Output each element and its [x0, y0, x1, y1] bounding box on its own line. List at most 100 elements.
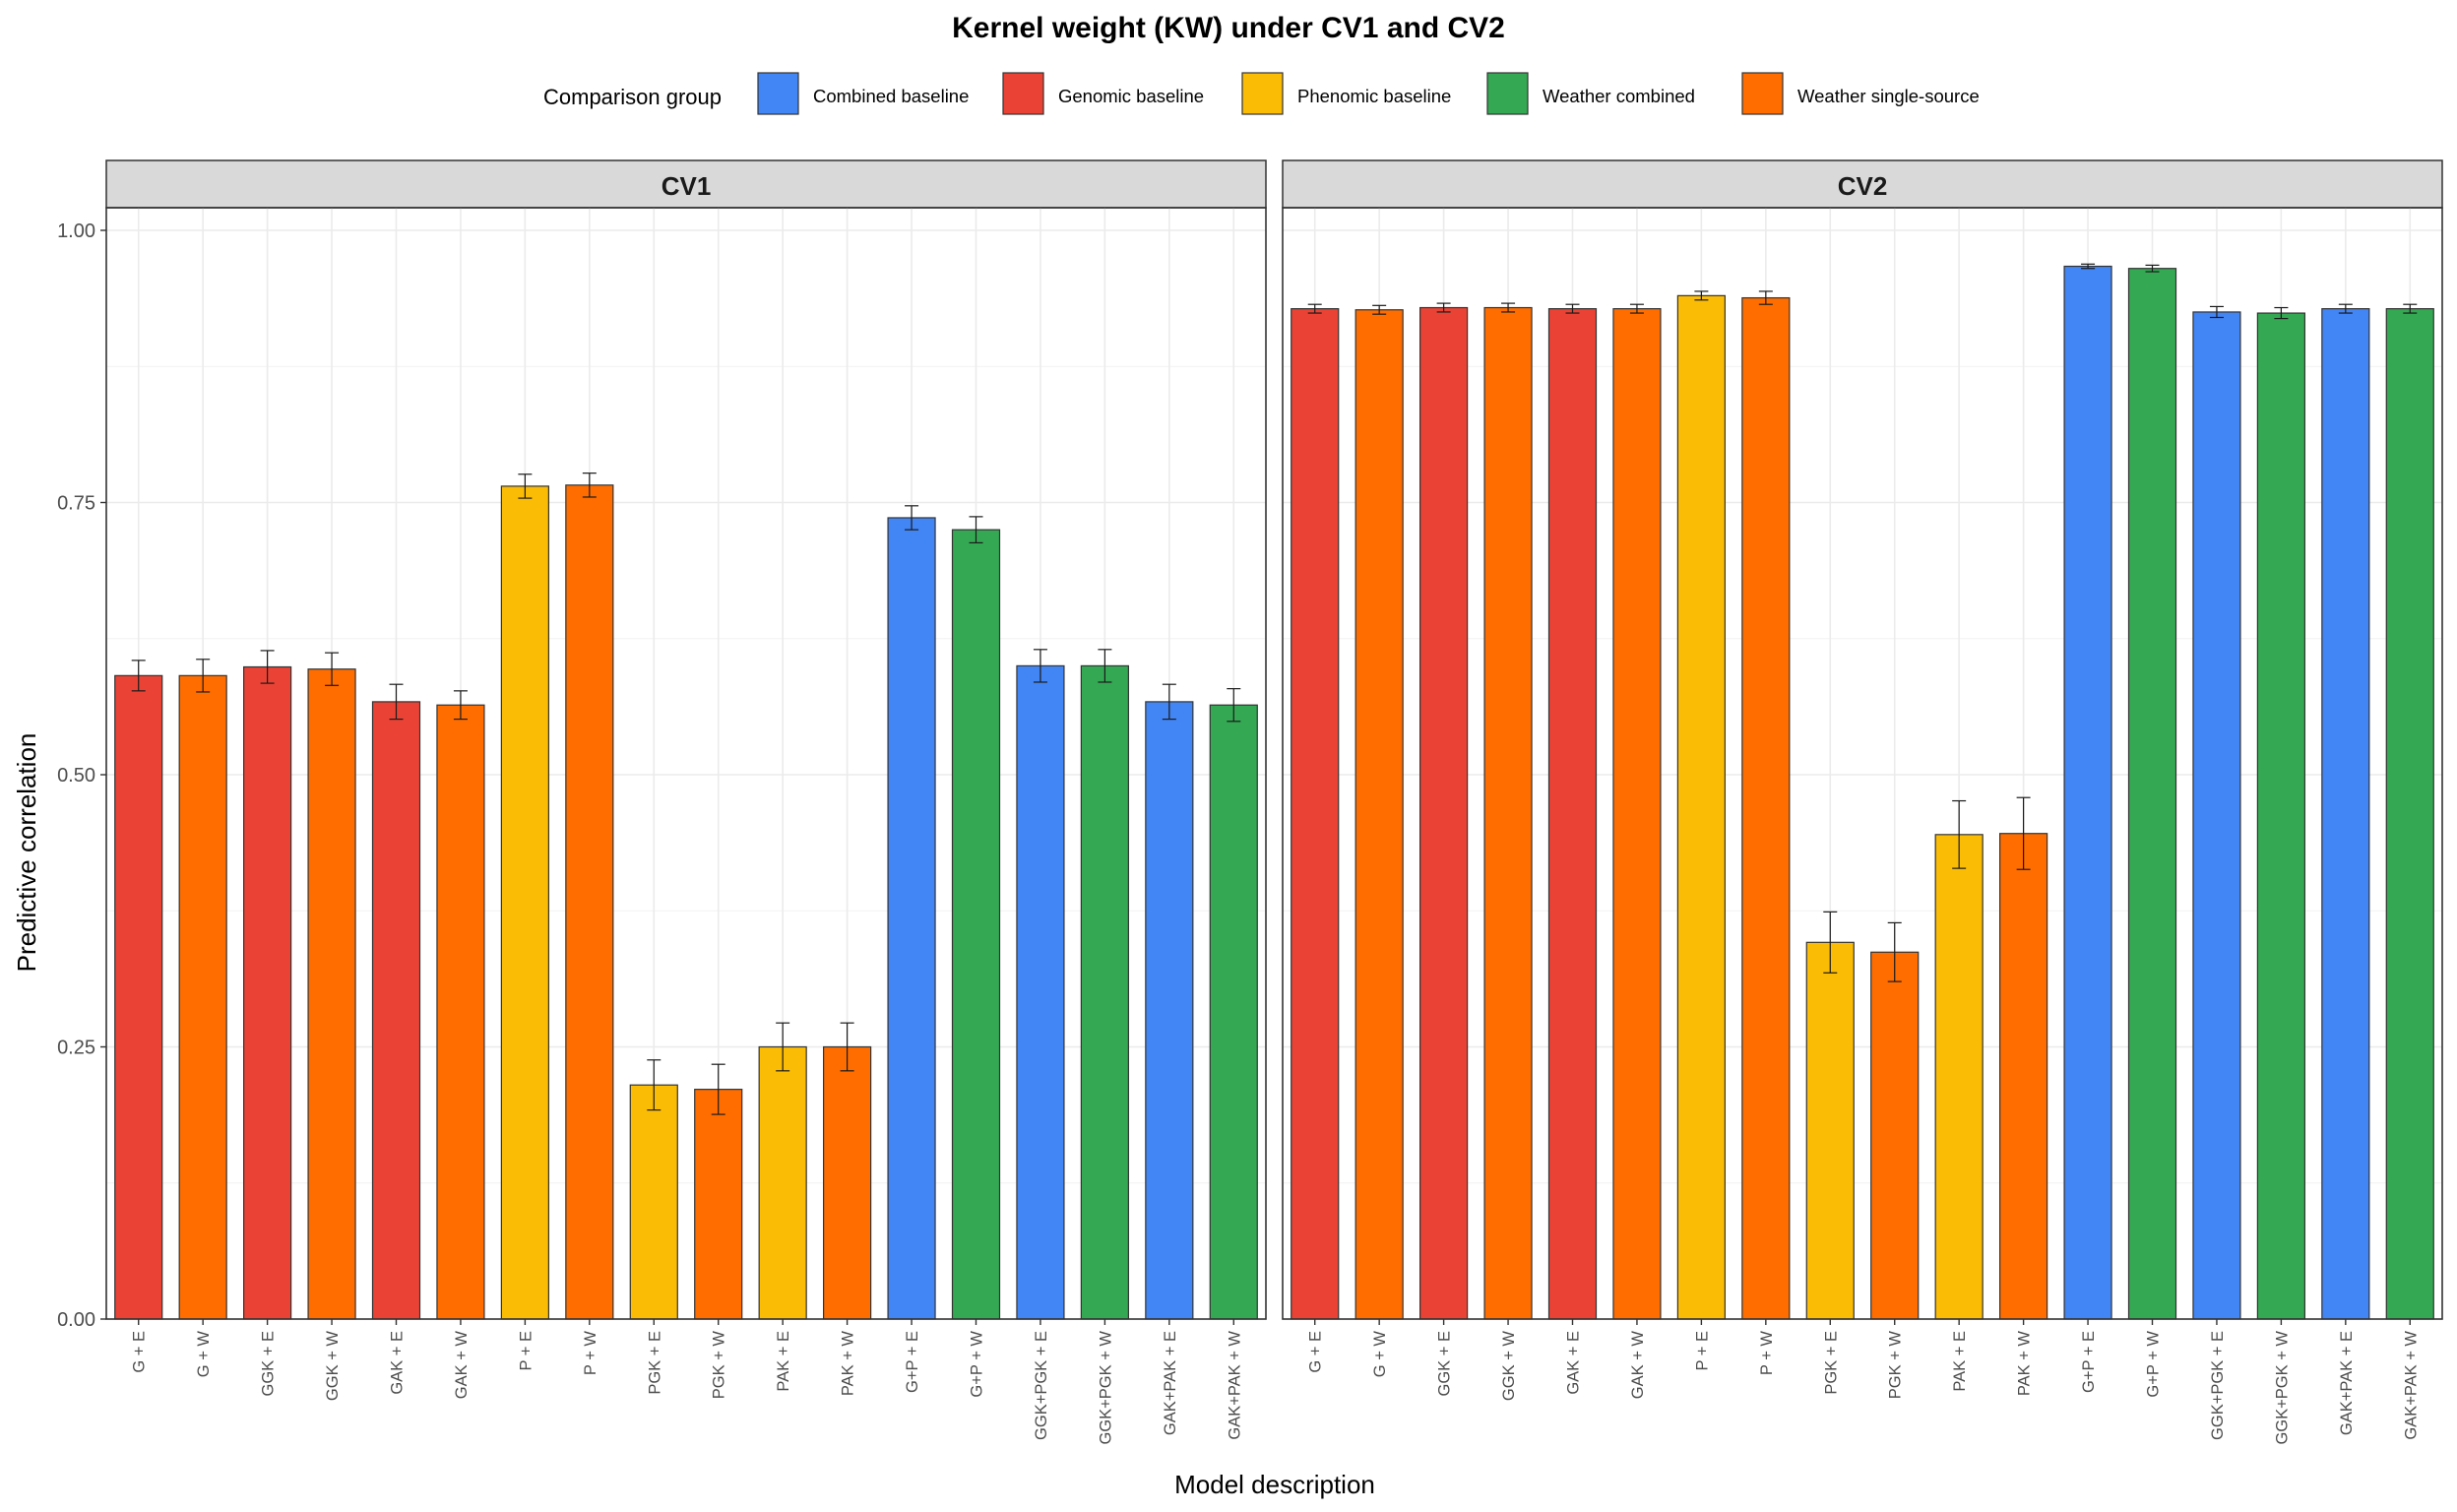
- x-tick-label-cv1-9: PGK + W: [711, 1331, 728, 1400]
- y-tick-label-0: 0.00: [57, 1309, 95, 1331]
- legend-label-3: Weather combined: [1543, 86, 1695, 106]
- panel-strip-label-0: CV1: [662, 171, 712, 201]
- chart-title: Kernel weight (KW) under CV1 and CV2: [952, 12, 1505, 44]
- panel-border-1: [1282, 207, 2443, 1320]
- bar-cv2-3: [1483, 306, 1533, 1320]
- bar-cv2-1: [1354, 309, 1404, 1320]
- legend-title: Comparison group: [543, 85, 722, 109]
- bar-cv1-12: [887, 517, 936, 1320]
- bar-cv2-5: [1612, 308, 1662, 1320]
- y-tick-label-1: 0.25: [57, 1038, 95, 1059]
- legend-label-4: Weather single-source: [1797, 86, 1980, 106]
- x-tick-label-cv2-7: P + W: [1758, 1331, 1776, 1376]
- x-tick-label-cv2-17: GAK+PAK + W: [2402, 1331, 2420, 1440]
- panels: CV1 G + E G + W GGK + E GGK + W GAK + E GAK + …: [57, 159, 2443, 1445]
- bar-cv2-7: [1741, 296, 1791, 1320]
- x-tick-label-cv2-16: GAK+PAK + E: [2338, 1331, 2356, 1435]
- legend-label-1: Genomic baseline: [1058, 86, 1204, 106]
- bar-cv1-6: [500, 485, 549, 1320]
- bar-cv1-5: [436, 704, 485, 1320]
- panel-strip-label-1: CV2: [1838, 171, 1888, 201]
- bar-cv2-12: [2063, 265, 2112, 1320]
- bar-cv2-15: [2256, 312, 2305, 1320]
- x-tick-label-cv2-11: PAK + W: [2016, 1331, 2034, 1397]
- x-tick-label-cv2-14: GGK+PGK + E: [2209, 1331, 2227, 1440]
- x-tick-label-cv1-0: G + E: [131, 1331, 149, 1373]
- x-tick-label-cv2-13: G+P + W: [2145, 1331, 2163, 1398]
- legend-key-2: [1241, 72, 1284, 115]
- x-tick-label-cv2-5: GAK + W: [1629, 1331, 1647, 1400]
- x-tick-label-cv2-12: G+P + E: [2080, 1331, 2098, 1393]
- x-axis-title: Model description: [1174, 1470, 1375, 1499]
- legend-key-4: [1741, 72, 1784, 115]
- legend-key-3: [1486, 72, 1529, 115]
- legend-label-0: Combined baseline: [813, 86, 969, 106]
- x-tick-label-cv1-5: GAK + W: [453, 1331, 471, 1400]
- bar-cv1-14: [1016, 664, 1065, 1320]
- x-tick-label-cv1-6: P + E: [517, 1331, 535, 1371]
- x-tick-label-cv1-13: G+P + W: [969, 1331, 986, 1398]
- x-tick-label-cv1-8: PGK + E: [646, 1331, 663, 1395]
- bar-cv2-2: [1419, 306, 1469, 1320]
- x-tick-label-cv2-8: PGK + E: [1822, 1331, 1840, 1395]
- bar-cv1-10: [758, 1045, 807, 1320]
- legend: Comparison group Combined baseline Genomi…: [543, 72, 1980, 115]
- x-tick-label-cv2-1: G + W: [1371, 1331, 1389, 1378]
- x-tick-label-cv2-4: GAK + E: [1565, 1331, 1583, 1395]
- panel-cv1: CV1 G + E G + W GGK + E GGK + W GAK + E GAK + …: [57, 159, 1267, 1445]
- x-tick-label-cv2-0: G + E: [1307, 1331, 1325, 1373]
- bar-cv2-17: [2385, 308, 2434, 1320]
- legend-key-0: [757, 72, 799, 115]
- x-tick-label-cv2-6: P + E: [1693, 1331, 1711, 1371]
- x-tick-label-cv1-16: GAK+PAK + E: [1162, 1331, 1179, 1435]
- bar-cv2-9: [1870, 951, 1920, 1320]
- bar-cv2-13: [2127, 268, 2177, 1320]
- y-axis-title: Predictive correlation: [12, 733, 41, 973]
- x-tick-label-cv1-15: GGK+PGK + W: [1097, 1331, 1114, 1445]
- x-tick-label-cv2-10: PAK + E: [1951, 1331, 1969, 1392]
- bar-cv2-0: [1291, 308, 1340, 1320]
- bar-cv1-16: [1145, 701, 1194, 1320]
- bar-cv2-16: [2321, 308, 2370, 1320]
- bar-cv2-6: [1676, 294, 1726, 1320]
- bar-cv1-8: [629, 1084, 678, 1320]
- x-tick-label-cv2-2: GGK + E: [1436, 1331, 1454, 1396]
- x-tick-label-cv1-1: G + W: [195, 1331, 213, 1378]
- x-tick-label-cv1-11: PAK + W: [840, 1331, 857, 1397]
- bar-cv1-4: [371, 701, 421, 1320]
- x-tick-label-cv2-15: GGK+PGK + W: [2273, 1331, 2291, 1445]
- bar-cv1-0: [114, 674, 163, 1320]
- bar-cv1-3: [307, 668, 356, 1320]
- legend-label-2: Phenomic baseline: [1297, 86, 1451, 106]
- panel-strip-0: [105, 159, 1267, 209]
- bar-cv1-17: [1209, 704, 1258, 1320]
- x-tick-label-cv2-9: PGK + W: [1887, 1331, 1905, 1400]
- x-tick-label-cv1-7: P + W: [582, 1331, 599, 1376]
- x-tick-label-cv1-10: PAK + E: [775, 1331, 792, 1392]
- panel-border-0: [105, 207, 1267, 1320]
- panel-strip-1: [1282, 159, 2443, 209]
- x-tick-label-cv1-14: GGK+PGK + E: [1033, 1331, 1050, 1440]
- y-tick-label-4: 1.00: [57, 220, 95, 242]
- bar-cv1-2: [243, 665, 292, 1320]
- x-tick-label-cv1-2: GGK + E: [260, 1331, 278, 1396]
- legend-key-1: [1002, 72, 1044, 115]
- panel-cv2: CV2 G + E G + W GGK + E GGK + W GAK + E GAK + …: [1282, 159, 2443, 1445]
- bar-cv2-8: [1805, 941, 1855, 1320]
- x-tick-label-cv2-3: GGK + W: [1500, 1331, 1518, 1401]
- y-tick-label-3: 0.75: [57, 493, 95, 515]
- y-tick-label-2: 0.50: [57, 765, 95, 787]
- bar-cv2-4: [1547, 308, 1598, 1320]
- bar-cv2-10: [1934, 834, 1984, 1320]
- bar-cv1-11: [823, 1045, 872, 1320]
- x-tick-label-cv1-17: GAK+PAK + W: [1226, 1331, 1243, 1440]
- bar-cv1-1: [178, 674, 227, 1320]
- x-tick-label-cv1-4: GAK + E: [389, 1331, 407, 1395]
- bar-cv1-15: [1080, 664, 1129, 1320]
- bar-cv1-7: [565, 484, 614, 1320]
- bar-cv2-14: [2192, 311, 2241, 1320]
- bar-cv1-9: [694, 1089, 743, 1320]
- bar-cv1-13: [951, 529, 1001, 1320]
- x-tick-label-cv1-3: GGK + W: [324, 1331, 342, 1401]
